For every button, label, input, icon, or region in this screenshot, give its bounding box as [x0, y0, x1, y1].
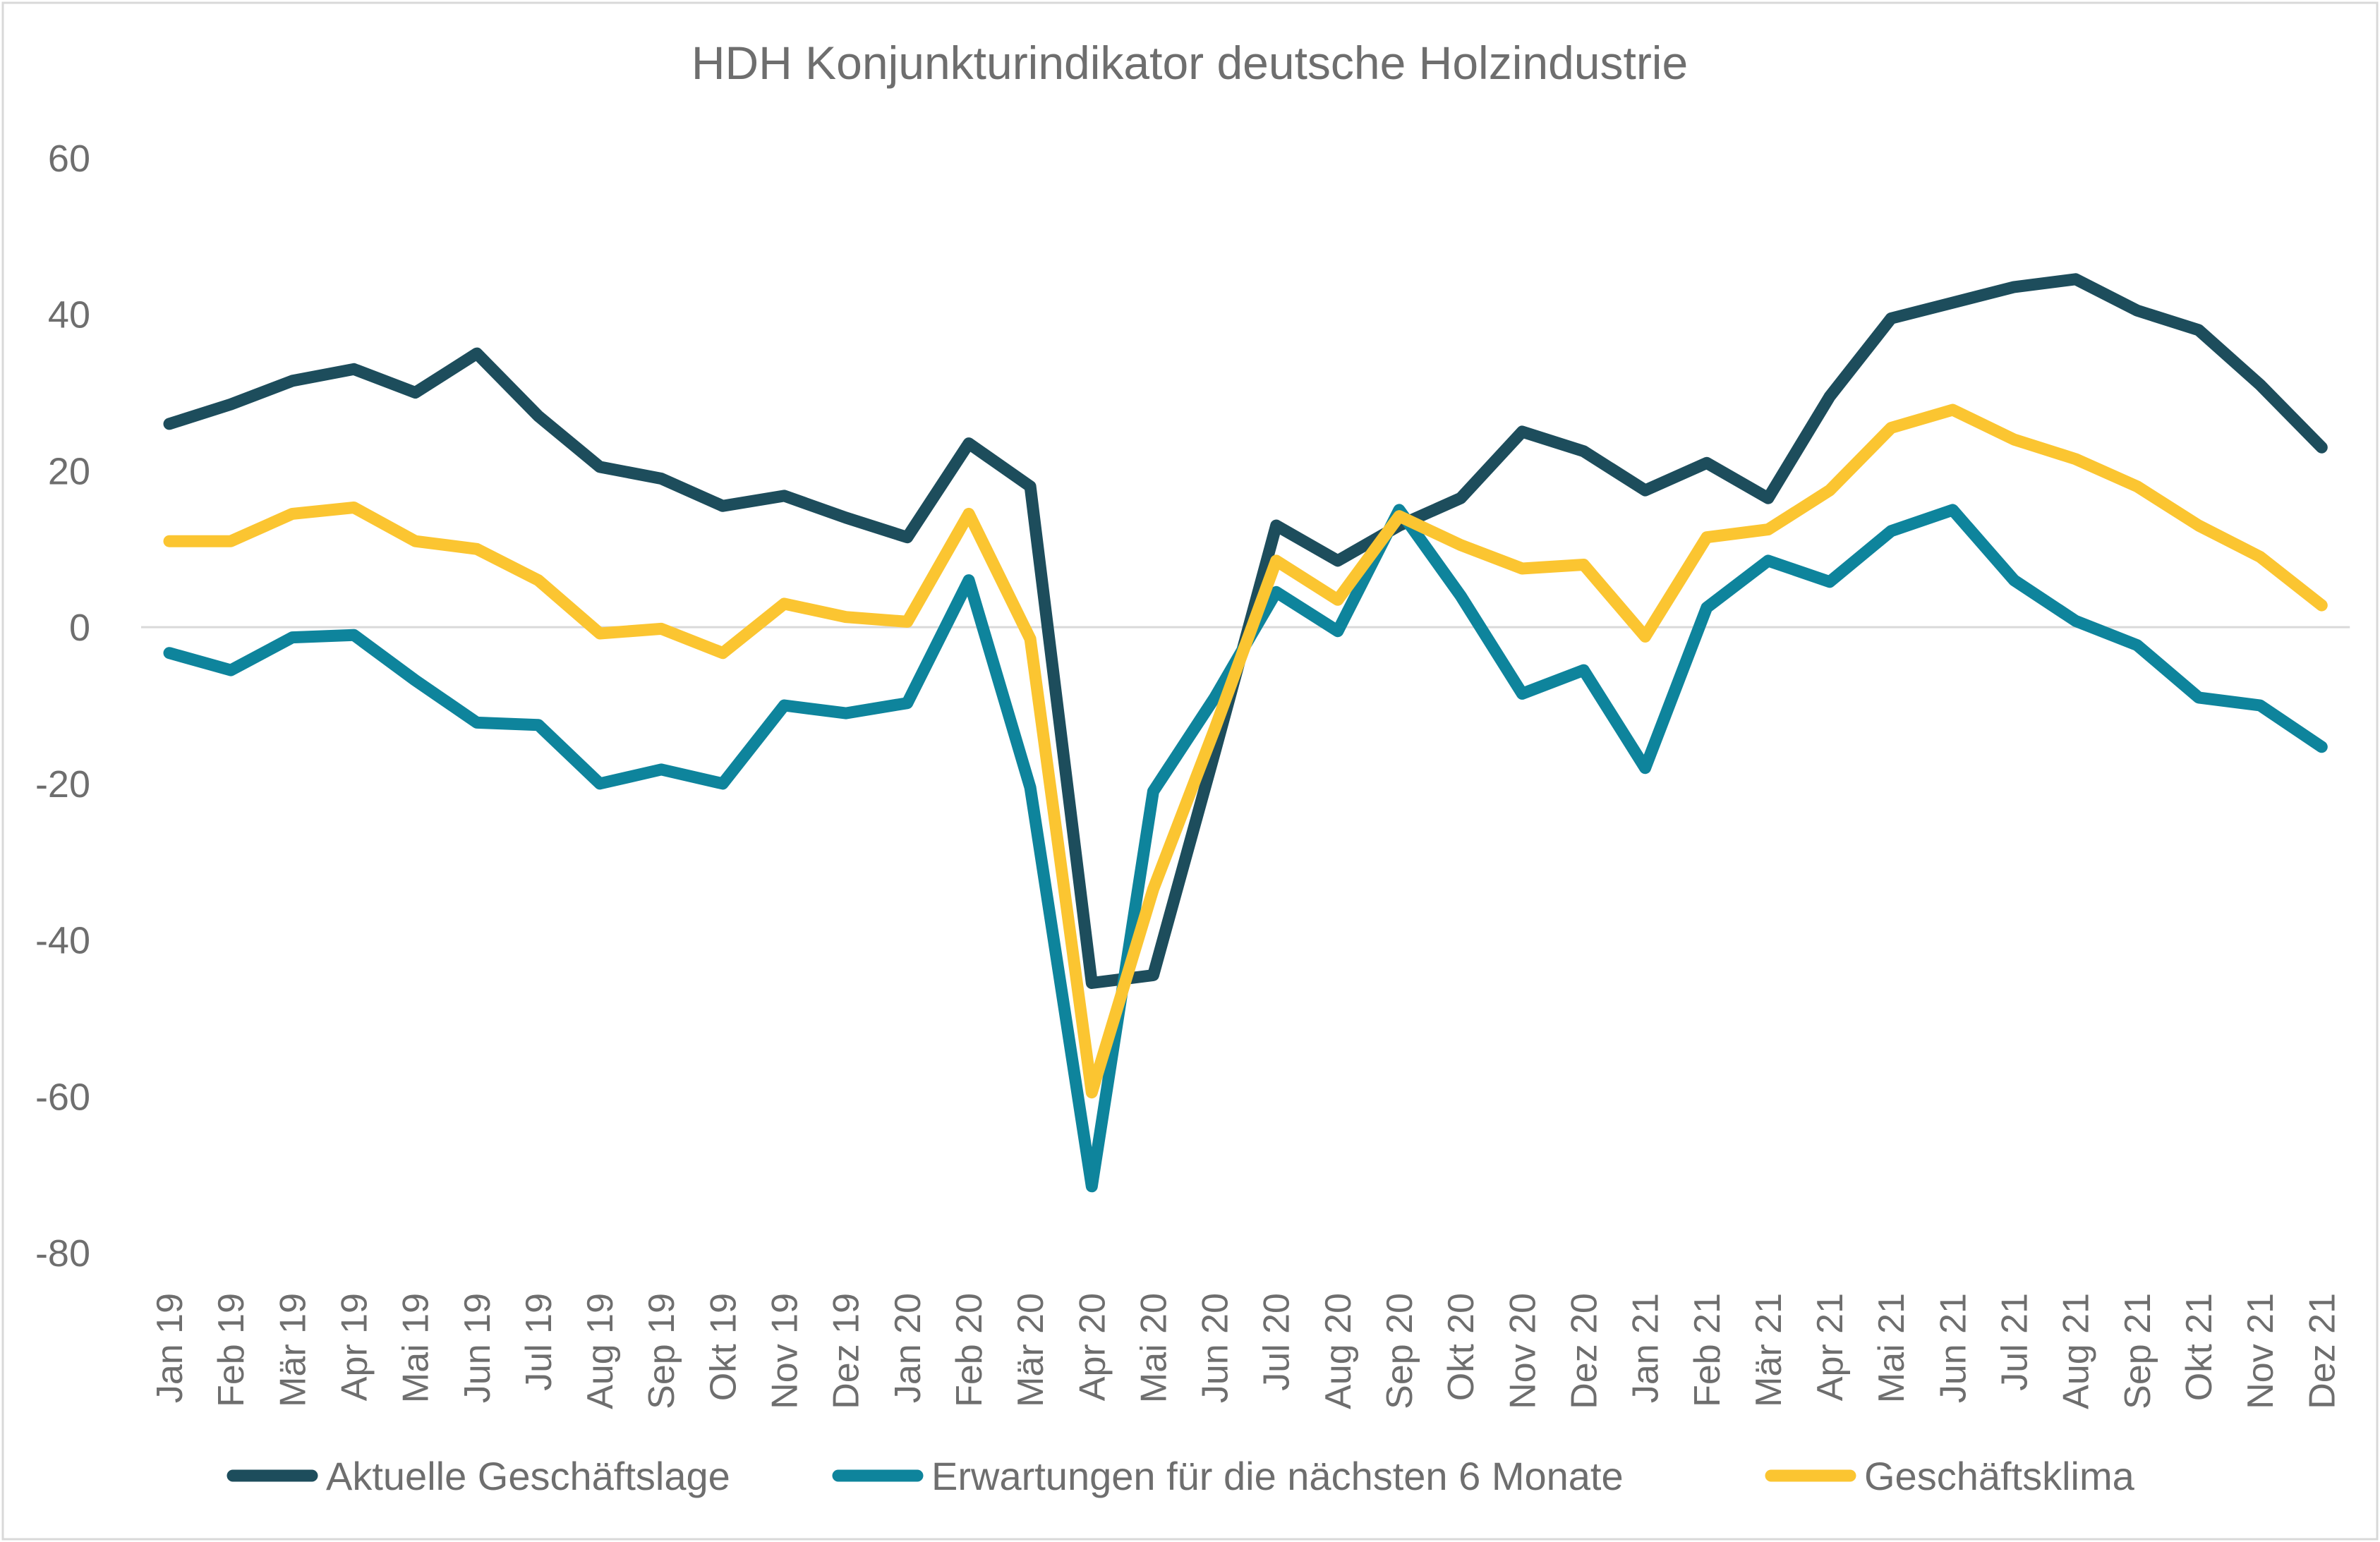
- x-tick-label: Aug 21: [2056, 1293, 2097, 1409]
- x-tick-label: Jan 20: [888, 1293, 929, 1403]
- x-tick-label: Jul 19: [519, 1293, 560, 1391]
- y-tick-label: -20: [35, 763, 90, 806]
- y-tick-label: -40: [35, 920, 90, 962]
- x-tick-label: Okt 19: [703, 1293, 744, 1401]
- x-tick-label: Apr 21: [1810, 1293, 1851, 1401]
- x-tick-label: Nov 20: [1502, 1293, 1543, 1409]
- legend-label-2: Erwartungen für die nächsten 6 Monate: [931, 1454, 1624, 1498]
- x-tick-label: Apr 19: [334, 1293, 375, 1401]
- y-tick-label: 20: [48, 450, 90, 492]
- series-group: [163, 273, 2328, 1193]
- x-tick-label: Mär 20: [1010, 1293, 1051, 1407]
- x-tick-label: Aug 20: [1318, 1293, 1359, 1409]
- x-tick-label: Mär 21: [1748, 1293, 1789, 1407]
- x-tick-label: Sep 20: [1379, 1293, 1420, 1409]
- x-tick-label: Jan 19: [150, 1293, 191, 1403]
- y-tick-label: 0: [69, 607, 90, 649]
- x-tick-label: Aug 19: [580, 1293, 621, 1409]
- x-tick-label: Feb 19: [211, 1293, 252, 1407]
- x-axis-labels: Jan 19 Feb 19 Mär 19 Apr 19 Mai 19 Jun 19 Jul …: [150, 1293, 2343, 1409]
- y-tick-label: -60: [35, 1076, 90, 1118]
- x-tick-label: Jul 20: [1257, 1293, 1298, 1391]
- legend: Aktuelle Geschäftslage Erwartungen für di…: [226, 1454, 2135, 1498]
- y-tick-label: 40: [48, 294, 90, 336]
- x-tick-label: Jun 19: [457, 1293, 498, 1403]
- y-axis-labels: 60 40 20 0 -20 -40 -60 -80: [35, 138, 90, 1275]
- chart-title: HDH Konjunkturindikator deutsche Holzind…: [691, 37, 1688, 89]
- y-tick-label: 60: [48, 138, 90, 180]
- series-line-3: [163, 403, 2328, 1099]
- y-tick-label: -80: [35, 1232, 90, 1275]
- x-tick-label: Mai 21: [1871, 1293, 1912, 1403]
- x-tick-label: Okt 20: [1441, 1293, 1482, 1401]
- x-tick-label: Dez 21: [2302, 1293, 2343, 1409]
- x-tick-label: Nov 19: [765, 1293, 806, 1409]
- x-tick-label: Feb 20: [949, 1293, 990, 1407]
- x-tick-label: Mai 19: [396, 1293, 437, 1403]
- x-tick-label: Jan 21: [1626, 1293, 1667, 1403]
- x-tick-label: Mai 20: [1133, 1293, 1174, 1403]
- legend-label-1: Aktuelle Geschäftslage: [326, 1454, 730, 1498]
- x-tick-label: Sep 21: [2118, 1293, 2158, 1409]
- x-tick-label: Nov 21: [2240, 1293, 2281, 1409]
- x-tick-label: Sep 19: [641, 1293, 682, 1409]
- x-tick-label: Mär 19: [272, 1293, 313, 1407]
- x-tick-label: Apr 20: [1072, 1293, 1113, 1401]
- legend-label-3: Geschäftsklima: [1864, 1454, 2135, 1498]
- x-tick-label: Jul 21: [1995, 1293, 2036, 1391]
- x-tick-label: Dez 20: [1564, 1293, 1605, 1409]
- x-tick-label: Jun 21: [1933, 1293, 1974, 1403]
- x-tick-label: Okt 21: [2179, 1293, 2220, 1401]
- x-tick-label: Dez 19: [826, 1293, 867, 1409]
- x-tick-label: Feb 21: [1687, 1293, 1728, 1407]
- x-tick-label: Jun 20: [1195, 1293, 1236, 1403]
